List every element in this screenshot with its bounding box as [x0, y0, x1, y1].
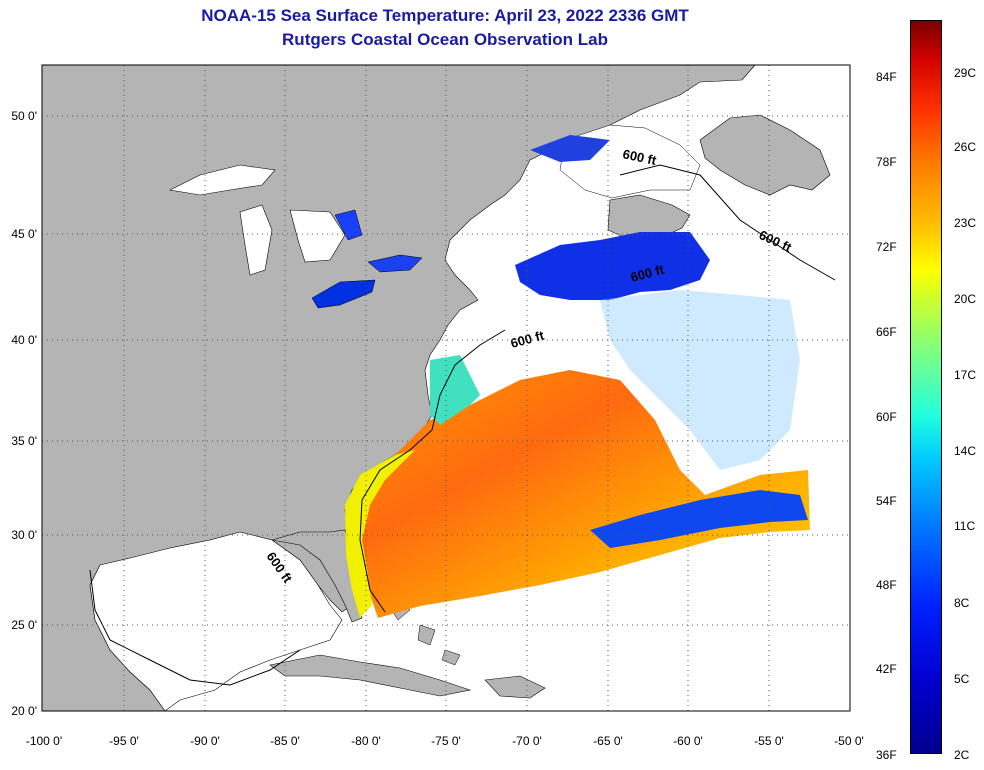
- latitude-tick-label: 25 0': [11, 618, 37, 632]
- sst-shelf: [430, 355, 480, 425]
- temperature-colorbar: [910, 20, 942, 754]
- colorbar-c-label: 5C: [954, 672, 970, 686]
- latitude-axis: 50 0' 45 0' 40 0' 35 0' 30 0' 25 0' 20 0': [11, 109, 37, 718]
- longitude-tick-label: -70 0': [512, 734, 542, 748]
- land-maritimes: [607, 194, 691, 241]
- longitude-tick-label: -60 0': [673, 734, 703, 748]
- colorbar-f-label: 84F: [876, 70, 897, 84]
- land-hispaniola: [484, 675, 546, 699]
- map-border: [41, 64, 851, 712]
- longitude-tick-label: -90 0': [190, 734, 220, 748]
- colorbar-c-label: 14C: [954, 444, 977, 458]
- colorbar-c-label: 20C: [954, 292, 977, 306]
- longitude-tick-label: -75 0': [431, 734, 461, 748]
- colorbar-f-label: 42F: [876, 662, 897, 676]
- sst-speckle-ne: [600, 290, 800, 470]
- colorbar-f-label: 60F: [876, 410, 897, 424]
- colorbar-c-label: 29C: [954, 66, 977, 80]
- lake-superior-east: [334, 209, 363, 241]
- latitude-tick-label: 20 0': [11, 704, 37, 718]
- colorbar-c-label: 2C: [954, 748, 970, 762]
- longitude-tick-label: -95 0': [109, 734, 139, 748]
- land-florida: [271, 529, 363, 623]
- latitude-tick-label: 45 0': [11, 227, 37, 241]
- map-subtitle: Rutgers Coastal Ocean Observation Lab: [282, 30, 608, 49]
- colorbar-c-label: 8C: [954, 596, 970, 610]
- map-title: NOAA-15 Sea Surface Temperature: April 2…: [201, 6, 689, 25]
- longitude-tick-label: -65 0': [593, 734, 623, 748]
- lake-huron: [289, 209, 346, 263]
- land-cuba: [269, 654, 472, 697]
- colorbar-f-label: 54F: [876, 494, 897, 508]
- sst-blue-streak: [590, 490, 808, 548]
- colorbar-c-label: 17C: [954, 368, 977, 382]
- colorbar-f-label: 66F: [876, 325, 897, 339]
- sst-cold-gulf: [530, 135, 610, 162]
- sst-cold-north: [515, 232, 710, 300]
- colorbar-c-label: 26C: [954, 140, 977, 154]
- land-newfoundland: [699, 114, 831, 196]
- lake-superior: [169, 164, 276, 196]
- contour-label-north: 600 ft: [621, 146, 658, 168]
- longitude-tick-label: -50 0': [834, 734, 864, 748]
- latitude-tick-label: 35 0': [11, 434, 37, 448]
- colorbar-f-label: 78F: [876, 155, 897, 169]
- longitude-tick-label: -100 0': [26, 734, 62, 748]
- colorbar-f-label: 72F: [876, 240, 897, 254]
- colorbar-c-label: 23C: [954, 216, 977, 230]
- lake-michigan: [239, 204, 273, 276]
- latitude-tick-label: 30 0': [11, 528, 37, 542]
- latitude-tick-label: 50 0': [11, 109, 37, 123]
- colorbar-f-label: 36F: [876, 748, 897, 762]
- longitude-axis: -100 0' -95 0' -90 0' -85 0' -80 0' -75 0' -70…: [26, 734, 864, 748]
- longitude-tick-label: -85 0': [270, 734, 300, 748]
- colorbar-c-label: 11C: [954, 519, 976, 533]
- longitude-tick-label: -80 0': [351, 734, 381, 748]
- colorbar-f-label: 48F: [876, 578, 897, 592]
- latitude-tick-label: 40 0': [11, 333, 37, 347]
- lake-ontario: [367, 254, 423, 273]
- longitude-tick-label: -55 0': [754, 734, 784, 748]
- contour-600ft: [89, 164, 836, 686]
- sst-warm-main: [352, 370, 810, 618]
- lake-erie: [311, 279, 376, 309]
- sst-coastal-yellow: [345, 450, 415, 618]
